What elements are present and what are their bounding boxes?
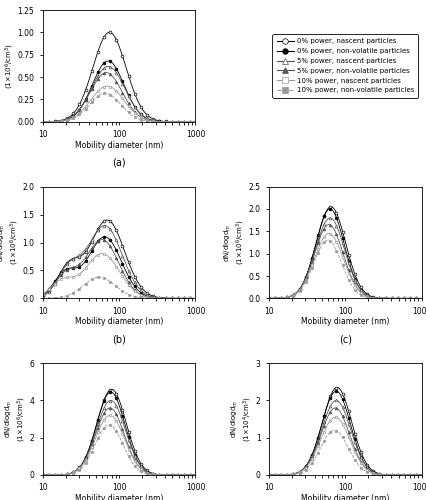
X-axis label: Mobility diameter (nm): Mobility diameter (nm) <box>75 140 163 149</box>
Text: (c): (c) <box>339 334 352 344</box>
X-axis label: Mobility diameter (nm): Mobility diameter (nm) <box>75 317 163 326</box>
Y-axis label: dN/dlogd$_m$
(1×10$^{6}$/cm$^3$): dN/dlogd$_m$ (1×10$^{6}$/cm$^3$) <box>4 396 28 442</box>
X-axis label: Mobility diameter (nm): Mobility diameter (nm) <box>301 494 389 500</box>
X-axis label: Mobility diameter (nm): Mobility diameter (nm) <box>301 317 389 326</box>
Text: (b): (b) <box>112 334 126 344</box>
Y-axis label: dN/dlogd$_m$
(1×10$^{4}$/cm$^3$): dN/dlogd$_m$ (1×10$^{4}$/cm$^3$) <box>230 396 254 442</box>
Y-axis label: dN/dlogd$_m$
(1×10$^{6}$/cm$^3$): dN/dlogd$_m$ (1×10$^{6}$/cm$^3$) <box>0 43 16 89</box>
Legend: 0% power, nascent particles, 0% power, non-volatile particles, 5% power, nascent: 0% power, nascent particles, 0% power, n… <box>272 34 418 98</box>
X-axis label: Mobility diameter (nm): Mobility diameter (nm) <box>75 494 163 500</box>
Y-axis label: dN/dlogd$_m$
(1×10$^{6}$/cm$^3$): dN/dlogd$_m$ (1×10$^{6}$/cm$^3$) <box>223 220 247 266</box>
Y-axis label: dN/dlogd$_m$
(1×10$^{6}$/cm$^3$): dN/dlogd$_m$ (1×10$^{6}$/cm$^3$) <box>0 220 21 266</box>
Text: (a): (a) <box>112 158 126 168</box>
